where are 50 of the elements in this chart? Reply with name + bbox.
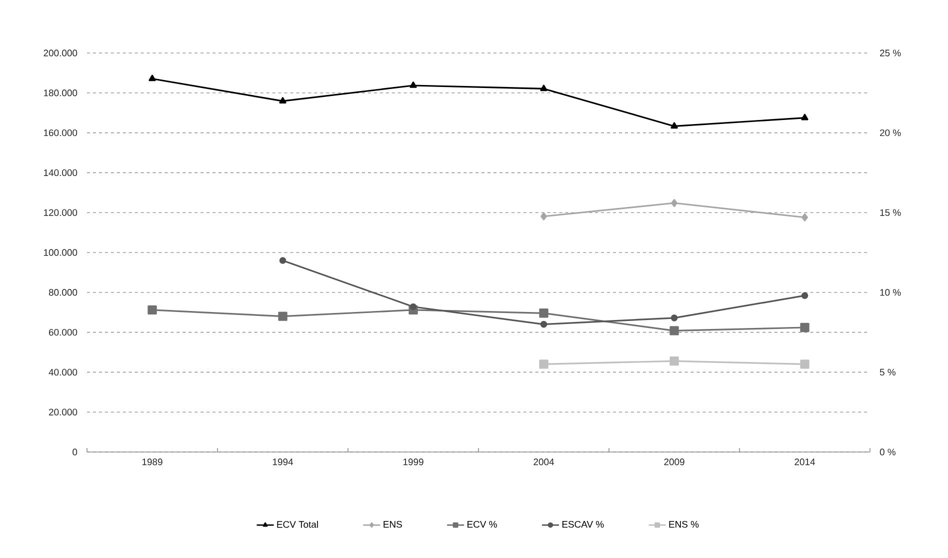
y-tick-label: 200.000: [44, 50, 78, 56]
y-tick-label: 100.000: [44, 249, 78, 256]
point: [148, 74, 156, 82]
legend-label: ECV Total: [277, 520, 318, 528]
y-tick-label: 180.000: [44, 90, 78, 96]
y2-tick-label: 0 %: [880, 448, 896, 456]
x-tick-label: 2014: [794, 458, 815, 466]
y-tick-label: 20.000: [49, 408, 78, 416]
point: [540, 84, 548, 92]
point: [279, 97, 286, 104]
x-tick-label: 1994: [272, 458, 293, 466]
y2-tick-label: 5 %: [880, 368, 896, 376]
point: [800, 360, 810, 369]
point: [279, 257, 286, 264]
y-tick-label: 140.000: [44, 169, 78, 176]
y-tick-label: 0: [72, 448, 78, 456]
y2-tick-label: 15 %: [880, 209, 901, 216]
y-tick-label: 80.000: [48, 289, 78, 296]
y-tick-label: 160.000: [44, 129, 78, 136]
point: [671, 199, 678, 208]
point: [540, 212, 547, 220]
x-tick-label: 2009: [664, 458, 684, 466]
point: [670, 314, 678, 322]
point: [670, 122, 678, 129]
point: [802, 213, 808, 222]
y2-tick-label: 25 %: [880, 50, 901, 56]
point: [800, 322, 810, 332]
point: [539, 308, 548, 318]
point: [278, 312, 288, 321]
legend-label: ECV %: [468, 520, 497, 528]
point: [539, 360, 548, 369]
legend-label: ESCAV %: [562, 520, 604, 528]
point: [670, 356, 679, 366]
y-tick-label: 120.000: [44, 209, 78, 216]
x-tick-label: 1999: [403, 458, 424, 466]
point: [801, 292, 808, 299]
y2-tick-label: 20 %: [880, 129, 901, 136]
point: [148, 305, 157, 315]
point: [540, 320, 548, 328]
point: [410, 303, 417, 310]
legend-label: ENS: [384, 520, 402, 528]
x-tick-label: 2004: [534, 458, 554, 466]
y-tick-label: 60.000: [49, 328, 78, 336]
x-tick-label: 1989: [142, 458, 162, 466]
point: [801, 114, 808, 120]
y-tick-label: 40.000: [48, 368, 78, 376]
y2-tick-label: 10 %: [880, 289, 901, 296]
legend-label: ENS %: [669, 520, 699, 528]
point: [670, 326, 679, 336]
point: [410, 82, 417, 88]
